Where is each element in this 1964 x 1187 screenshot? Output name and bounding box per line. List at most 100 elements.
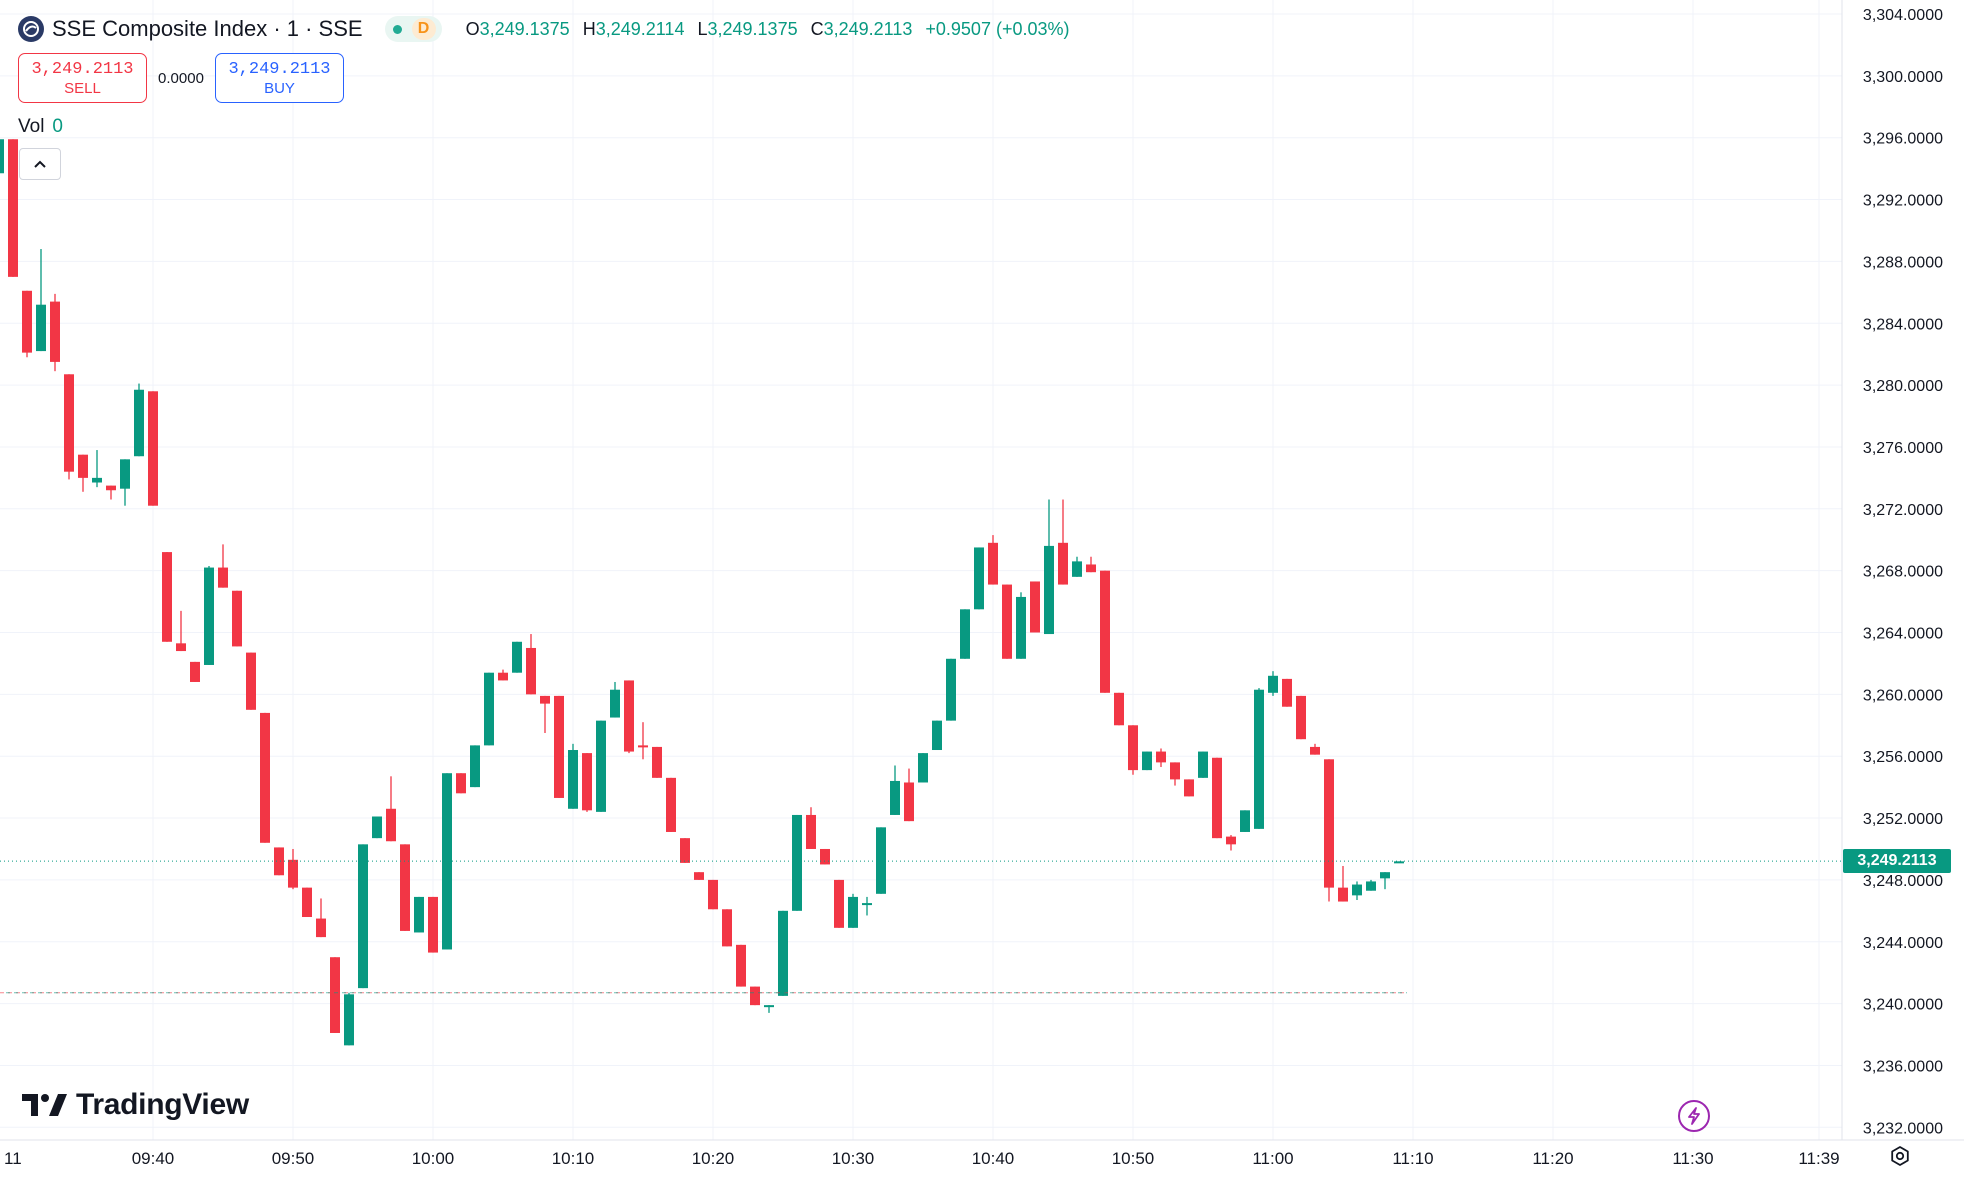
candle[interactable] bbox=[1226, 835, 1236, 851]
candle[interactable] bbox=[218, 544, 228, 588]
candle[interactable] bbox=[36, 249, 46, 352]
candle[interactable] bbox=[1366, 879, 1376, 891]
candle[interactable] bbox=[246, 652, 256, 710]
candle[interactable] bbox=[876, 827, 886, 894]
candle[interactable] bbox=[470, 745, 480, 788]
candle[interactable] bbox=[568, 743, 578, 809]
candle[interactable] bbox=[988, 535, 998, 585]
candle[interactable] bbox=[1072, 556, 1082, 577]
candle[interactable] bbox=[498, 669, 508, 681]
candle[interactable] bbox=[624, 680, 634, 754]
sell-button[interactable]: 3,249.2113 SELL bbox=[18, 53, 147, 103]
candle[interactable] bbox=[932, 720, 942, 751]
candle[interactable] bbox=[302, 887, 312, 918]
collapse-legend-button[interactable] bbox=[19, 148, 61, 180]
candle[interactable] bbox=[148, 391, 158, 506]
candle[interactable] bbox=[1016, 592, 1026, 659]
candle[interactable] bbox=[1142, 751, 1152, 771]
candle[interactable] bbox=[288, 848, 298, 890]
candle[interactable] bbox=[442, 773, 452, 950]
price-axis[interactable]: 3,304.0000 3,300.0000 3,296.0000 3,292.0000… bbox=[1863, 7, 1943, 1137]
volume-legend[interactable]: Vol 0 bbox=[18, 116, 63, 138]
candle[interactable] bbox=[22, 290, 32, 358]
candle[interactable] bbox=[414, 896, 424, 933]
candle[interactable] bbox=[848, 893, 858, 928]
symbol-title[interactable]: SSE Composite Index · 1 · SSE bbox=[52, 16, 363, 41]
candle[interactable] bbox=[358, 844, 368, 989]
candle[interactable] bbox=[1338, 865, 1348, 902]
candle[interactable] bbox=[638, 722, 648, 760]
candle[interactable] bbox=[694, 872, 704, 880]
buy-button[interactable]: 3,249.2113 BUY bbox=[215, 53, 344, 103]
market-status-badge[interactable]: D bbox=[384, 16, 442, 42]
candle[interactable] bbox=[8, 139, 18, 277]
candle[interactable] bbox=[344, 992, 354, 1046]
candle[interactable] bbox=[834, 879, 844, 928]
candle[interactable] bbox=[904, 768, 914, 822]
candle[interactable] bbox=[64, 374, 74, 480]
candle[interactable] bbox=[176, 610, 186, 652]
candle[interactable] bbox=[1128, 725, 1138, 775]
candle[interactable] bbox=[232, 590, 242, 647]
candle[interactable] bbox=[736, 944, 746, 987]
candle[interactable] bbox=[820, 848, 830, 865]
candle[interactable] bbox=[1380, 872, 1390, 890]
candle[interactable] bbox=[778, 910, 788, 996]
candles[interactable] bbox=[0, 118, 1404, 1046]
candle[interactable] bbox=[610, 681, 620, 718]
candle[interactable] bbox=[204, 566, 214, 665]
symbol-logo-icon[interactable] bbox=[18, 16, 44, 42]
candle[interactable] bbox=[1184, 779, 1194, 797]
candle[interactable] bbox=[526, 634, 536, 695]
candle[interactable] bbox=[1254, 688, 1264, 829]
candle[interactable] bbox=[1044, 499, 1054, 635]
candle[interactable] bbox=[1030, 581, 1040, 633]
candle[interactable] bbox=[792, 814, 802, 911]
candle[interactable] bbox=[1296, 695, 1306, 740]
candle[interactable] bbox=[92, 450, 102, 488]
candle[interactable] bbox=[680, 838, 690, 863]
candle[interactable] bbox=[1352, 881, 1362, 901]
candle[interactable] bbox=[1268, 671, 1278, 696]
candle[interactable] bbox=[764, 1005, 774, 1013]
candle[interactable] bbox=[1170, 762, 1180, 786]
candle[interactable] bbox=[260, 712, 270, 843]
candle[interactable] bbox=[0, 138, 4, 204]
candle[interactable] bbox=[540, 695, 550, 734]
candle[interactable] bbox=[666, 777, 676, 832]
candle[interactable] bbox=[554, 695, 564, 798]
candle[interactable] bbox=[1324, 759, 1334, 902]
time-axis[interactable]: 11 09:40 09:50 10:00 10:10 10:20 10:30 10:40 10:… bbox=[4, 1149, 1840, 1168]
candle[interactable] bbox=[918, 753, 928, 783]
candle[interactable] bbox=[162, 552, 172, 642]
candle[interactable] bbox=[1156, 748, 1166, 768]
candle[interactable] bbox=[120, 459, 130, 506]
candle[interactable] bbox=[316, 898, 326, 938]
candle[interactable] bbox=[596, 720, 606, 812]
candle[interactable] bbox=[1002, 584, 1012, 659]
candle[interactable] bbox=[960, 609, 970, 659]
candle[interactable] bbox=[134, 383, 144, 457]
candle[interactable] bbox=[1114, 692, 1124, 726]
candle[interactable] bbox=[456, 773, 466, 794]
candle[interactable] bbox=[484, 672, 494, 746]
candle[interactable] bbox=[722, 909, 732, 947]
candle[interactable] bbox=[274, 847, 284, 876]
candle[interactable] bbox=[1310, 743, 1320, 755]
candle[interactable] bbox=[946, 658, 956, 721]
candle[interactable] bbox=[106, 485, 116, 500]
candle[interactable] bbox=[750, 986, 760, 1006]
candle[interactable] bbox=[428, 896, 438, 953]
candle[interactable] bbox=[1394, 861, 1404, 864]
candle[interactable] bbox=[974, 547, 984, 610]
candle[interactable] bbox=[862, 896, 872, 916]
candle[interactable] bbox=[330, 957, 340, 1033]
candle[interactable] bbox=[708, 879, 718, 910]
candle[interactable] bbox=[1240, 810, 1250, 832]
candle[interactable] bbox=[1282, 678, 1292, 707]
candle[interactable] bbox=[372, 816, 382, 839]
lightning-button[interactable] bbox=[1678, 1100, 1710, 1132]
candle[interactable] bbox=[1058, 499, 1068, 585]
